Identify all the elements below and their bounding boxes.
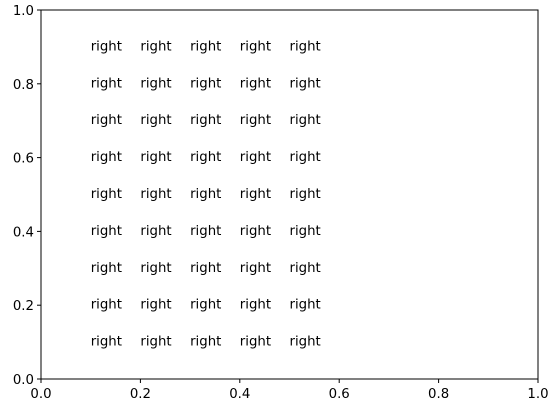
annotation-text: right [140, 224, 171, 239]
annotations-layer: right right right right right right right right… [91, 39, 321, 349]
annotation-text: right [140, 298, 171, 313]
annotation-text: right [290, 76, 321, 91]
x-tick-label: 1.0 [527, 387, 548, 402]
annotation-text: right [290, 150, 321, 165]
y-tick-label: 0.0 [13, 373, 34, 388]
annotation-text: right [240, 224, 271, 239]
annotation-text: right [140, 150, 171, 165]
annotation-text: right [91, 113, 122, 128]
annotation-text: right [140, 261, 171, 276]
annotation-text: right [240, 76, 271, 91]
annotation-text: right [91, 298, 122, 313]
annotation-text: right [140, 39, 171, 54]
annotation-text: right [190, 187, 221, 202]
annotation-text: right [91, 150, 122, 165]
y-tick-label: 0.6 [13, 152, 34, 167]
annotation-text: right [290, 187, 321, 202]
annotation-text: right [91, 39, 122, 54]
annotation-text: right [290, 335, 321, 350]
x-axis: 0.0 0.2 0.4 0.6 0.8 1.0 [30, 379, 549, 402]
annotation-text: right [240, 150, 271, 165]
y-axis: 0.0 0.2 0.4 0.6 0.8 1.0 [13, 4, 41, 388]
y-tick-label: 0.2 [13, 299, 34, 314]
y-tick-label: 0.4 [13, 225, 34, 240]
annotation-text: right [240, 261, 271, 276]
y-tick-label: 1.0 [13, 4, 34, 19]
annotation-text: right [240, 39, 271, 54]
annotation-text: right [190, 298, 221, 313]
annotation-text: right [190, 76, 221, 91]
x-tick-label: 0.6 [329, 387, 350, 402]
annotation-text: right [140, 113, 171, 128]
annotation-text: right [240, 113, 271, 128]
annotation-text: right [190, 224, 221, 239]
x-tick-label: 0.2 [130, 387, 151, 402]
y-tick-label: 0.8 [13, 78, 34, 93]
annotation-text: right [91, 224, 122, 239]
annotation-text: right [290, 113, 321, 128]
axes-frame [40, 9, 539, 380]
annotation-text: right [91, 187, 122, 202]
annotation-text: right [91, 335, 122, 350]
annotation-text: right [190, 261, 221, 276]
annotation-text: right [91, 261, 122, 276]
annotation-text: right [290, 224, 321, 239]
annotation-text: right [290, 261, 321, 276]
annotation-text: right [190, 39, 221, 54]
annotation-text: right [240, 187, 271, 202]
annotation-text: right [240, 335, 271, 350]
x-tick-label: 0.8 [428, 387, 449, 402]
annotation-text: right [91, 76, 122, 91]
annotation-text: right [190, 150, 221, 165]
annotation-text: right [240, 298, 271, 313]
annotation-text: right [140, 335, 171, 350]
annotation-text: right [140, 187, 171, 202]
annotation-text: right [290, 298, 321, 313]
annotation-text: right [140, 76, 171, 91]
x-tick-label: 0.0 [30, 387, 51, 402]
annotation-text: right [190, 113, 221, 128]
annotation-text: right [190, 335, 221, 350]
annotation-text: right [290, 39, 321, 54]
x-tick-label: 0.4 [229, 387, 250, 402]
